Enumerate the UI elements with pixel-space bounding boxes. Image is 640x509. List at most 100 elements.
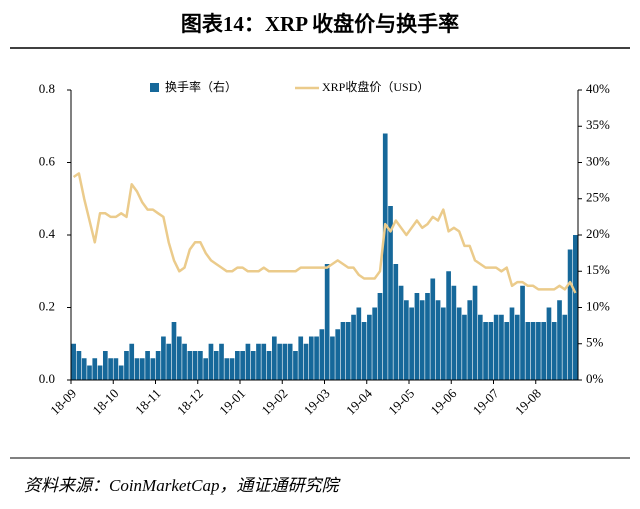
- bar: [245, 343, 251, 380]
- bar: [198, 351, 203, 380]
- bar: [192, 351, 198, 380]
- bar: [483, 322, 488, 380]
- x-tick-label: 18-12: [174, 386, 206, 418]
- x-tick-label: 19-05: [385, 386, 417, 418]
- bar: [430, 278, 436, 380]
- y2-tick-label: 25%: [586, 190, 610, 205]
- bar: [493, 314, 499, 380]
- y2-tick-label: 30%: [586, 153, 610, 168]
- y2-tick-label: 0%: [586, 371, 604, 386]
- bar: [229, 358, 235, 380]
- bar: [324, 264, 330, 380]
- bar: [546, 307, 552, 380]
- x-tick-label: 19-03: [301, 386, 333, 418]
- bar: [187, 351, 193, 380]
- bar: [208, 343, 214, 380]
- legend-label: XRP收盘价（USD）: [322, 79, 429, 94]
- bar: [530, 322, 536, 380]
- bar: [113, 358, 119, 380]
- bar: [282, 343, 288, 380]
- bar: [97, 365, 103, 380]
- bar: [398, 285, 404, 380]
- y2-tick-label: 5%: [586, 335, 604, 350]
- bar: [562, 314, 568, 380]
- bar: [166, 343, 172, 380]
- bar: [409, 307, 414, 380]
- bar: [256, 343, 261, 380]
- bar: [404, 300, 409, 380]
- bar: [551, 322, 557, 380]
- bar: [541, 322, 547, 380]
- y-tick-label: 0.8: [39, 81, 55, 96]
- y-tick-label: 0.0: [39, 371, 55, 386]
- bar: [335, 329, 341, 380]
- bar: [536, 322, 541, 380]
- bar: [129, 343, 135, 380]
- bar: [271, 336, 277, 380]
- bar: [477, 314, 483, 380]
- source: 资料来源：CoinMarketCap，通证通研究院: [24, 476, 341, 495]
- bar: [250, 351, 256, 380]
- bar: [277, 343, 282, 380]
- bar: [81, 358, 87, 380]
- x-tick-label: 19-04: [343, 385, 375, 417]
- bar: [203, 358, 209, 380]
- bar: [161, 336, 166, 380]
- bar: [377, 293, 383, 380]
- x-tick-label: 18-10: [89, 386, 121, 418]
- bar: [71, 343, 76, 380]
- bar: [388, 206, 393, 380]
- bar: [224, 358, 230, 380]
- y2-tick-label: 15%: [586, 262, 610, 277]
- bar: [467, 300, 473, 380]
- bar: [382, 133, 388, 380]
- bar: [118, 365, 124, 380]
- bar: [367, 314, 372, 380]
- bar: [171, 322, 177, 380]
- bar: [514, 314, 520, 380]
- y2-tick-label: 10%: [586, 298, 610, 313]
- bar: [499, 314, 504, 380]
- bar: [356, 307, 362, 380]
- bar: [76, 351, 82, 380]
- bar: [176, 336, 182, 380]
- bar: [219, 343, 224, 380]
- bar: [340, 322, 346, 380]
- bar: [330, 336, 335, 380]
- bar: [509, 307, 515, 380]
- bar: [298, 336, 304, 380]
- y2-tick-label: 35%: [586, 117, 610, 132]
- bar: [92, 358, 98, 380]
- bar: [139, 358, 145, 380]
- chart-title: 图表14：XRP 收盘价与换手率: [181, 12, 459, 36]
- x-tick-label: 19-01: [216, 386, 248, 418]
- bar: [235, 351, 240, 380]
- bar: [525, 322, 531, 380]
- bar: [314, 336, 319, 380]
- bar: [520, 285, 525, 380]
- bar: [361, 322, 367, 380]
- bar: [182, 343, 187, 380]
- bar: [419, 300, 425, 380]
- bar: [134, 358, 140, 380]
- bar: [145, 351, 150, 380]
- bar: [155, 351, 161, 380]
- legend-swatch: [150, 83, 159, 92]
- bar: [303, 343, 309, 380]
- bar: [393, 264, 399, 380]
- bar: [351, 314, 356, 380]
- bar: [372, 307, 378, 380]
- bar: [293, 351, 298, 380]
- bar: [108, 358, 113, 380]
- y2-tick-label: 20%: [586, 226, 610, 241]
- legend-label: 换手率（右）: [165, 79, 237, 94]
- bar: [557, 300, 562, 380]
- bar: [240, 351, 245, 380]
- bar: [213, 351, 219, 380]
- x-tick-label: 19-06: [427, 385, 459, 417]
- bar: [261, 343, 267, 380]
- bar: [488, 322, 494, 380]
- y-tick-label: 0.2: [39, 298, 55, 313]
- bar: [287, 343, 293, 380]
